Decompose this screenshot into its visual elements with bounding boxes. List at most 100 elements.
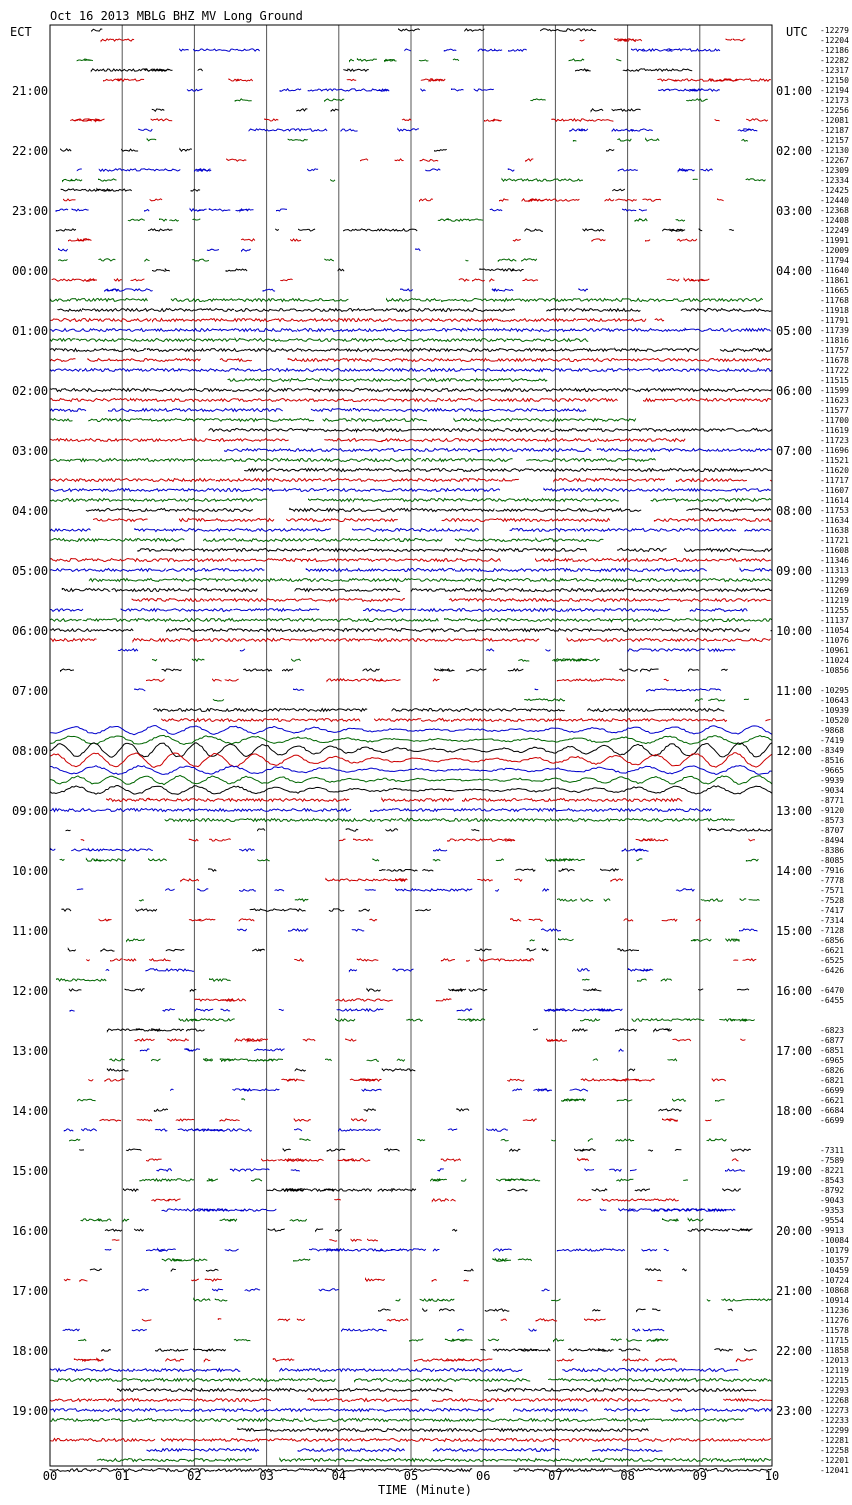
utc-hour-label: 14:00 [776, 864, 812, 878]
utc-hour-label: 06:00 [776, 384, 812, 398]
trace-line [101, 1347, 757, 1352]
trace-offset-label: -12273 [820, 1406, 849, 1415]
trace-offset-label: -6856 [820, 936, 844, 945]
x-tick-02: 02 [187, 1469, 201, 1483]
trace-line [49, 336, 589, 343]
trace-offset-label: -6525 [820, 956, 844, 965]
trace-line [49, 807, 712, 813]
utc-hour-label: 22:00 [776, 1344, 812, 1358]
trace-offset-label: -11715 [820, 1336, 849, 1345]
trace-line [127, 217, 686, 223]
trace-line [63, 1128, 508, 1132]
trace-line [146, 137, 749, 142]
trace-offset-label: -6470 [820, 986, 844, 995]
trace-offset-label: -7417 [820, 906, 844, 915]
trace-offset-label: -8573 [820, 816, 844, 825]
trace-line [378, 1307, 733, 1313]
trace-line [85, 507, 772, 514]
trace-offset-label: -10724 [820, 1276, 849, 1285]
utc-hour-label: 18:00 [776, 1104, 812, 1118]
trace-offset-label: -10939 [820, 706, 849, 715]
trace-line [49, 607, 748, 613]
trace-offset-label: -12282 [820, 56, 849, 65]
trace-offset-label: -6877 [820, 1036, 844, 1045]
trace-offset-label: -11723 [820, 436, 849, 445]
trace-line [161, 1207, 736, 1213]
trace-offset-label: -12201 [820, 1456, 849, 1465]
utc-hour-label: 07:00 [776, 444, 812, 458]
utc-hour-label: 21:00 [776, 1284, 812, 1298]
trace-line [134, 1037, 746, 1043]
trace-line [103, 78, 771, 83]
trace-line [212, 698, 750, 703]
trace-offset-label: -12173 [820, 96, 849, 105]
trace-offset-label: -12130 [820, 146, 849, 155]
right-axis-label: UTC [786, 25, 808, 39]
utc-hour-label: 20:00 [776, 1224, 812, 1238]
trace-line [109, 1058, 678, 1063]
trace-line [49, 437, 686, 443]
trace-offset-label: -6823 [820, 1026, 844, 1035]
trace-line [49, 557, 771, 563]
trace-offset-label: -11346 [820, 556, 849, 565]
x-tick-10: 10 [765, 1469, 779, 1483]
utc-hour-label: 16:00 [776, 984, 812, 998]
trace-line [50, 847, 649, 853]
trace-offset-label: -12368 [820, 206, 849, 215]
trace-line [80, 838, 755, 842]
trace-line [49, 1367, 739, 1373]
trace-offset-label: -10914 [820, 1296, 849, 1305]
trace-offset-label: -12258 [820, 1446, 849, 1455]
trace-line [131, 597, 771, 604]
trace-line [134, 688, 722, 693]
trace-line [63, 1277, 663, 1283]
utc-hour-label: 23:00 [776, 1404, 812, 1418]
trace-offset-label: -12041 [820, 1466, 849, 1475]
utc-hour-label: 17:00 [776, 1044, 812, 1058]
trace-offset-label: -6699 [820, 1086, 844, 1095]
trace-line [49, 764, 773, 776]
trace-offset-label: -12119 [820, 1366, 849, 1375]
trace-offset-label: -10868 [820, 1286, 849, 1295]
trace-offset-label: -6455 [820, 996, 844, 1005]
trace-offset-label: -6851 [820, 1046, 844, 1055]
trace-offset-label: -11991 [820, 236, 849, 245]
trace-offset-label: -11768 [820, 296, 849, 305]
trace-line [73, 1357, 753, 1363]
trace-offset-label: -12157 [820, 136, 849, 145]
vertical-gridlines [121, 25, 701, 1466]
trace-offset-label: -12408 [820, 216, 849, 225]
trace-line [49, 725, 773, 736]
utc-hour-label: 04:00 [776, 264, 812, 278]
trace-offset-label: -12334 [820, 176, 849, 185]
trace-offset-label: -8085 [820, 856, 844, 865]
trace-offset-label: -11739 [820, 326, 849, 335]
trace-line [126, 937, 740, 943]
trace-line [226, 158, 534, 163]
trace-line [49, 387, 773, 393]
trace-line [186, 87, 720, 93]
trace-offset-label: -7571 [820, 886, 844, 895]
trace-offset-label: -6699 [820, 1116, 844, 1125]
ect-hour-label: 02:00 [12, 384, 48, 398]
trace-line [180, 877, 624, 883]
trace-line [90, 68, 693, 73]
trace-line [106, 1028, 673, 1033]
trace-line [139, 1047, 624, 1053]
ect-hour-label: 18:00 [12, 1344, 48, 1358]
trace-offset-label: -10179 [820, 1246, 849, 1255]
ect-hour-label: 05:00 [12, 564, 48, 578]
trace-offset-label: -12186 [820, 46, 849, 55]
ect-hour-label: 11:00 [12, 924, 48, 938]
trace-offset-label: -9353 [820, 1206, 844, 1215]
trace-line [49, 1407, 773, 1413]
trace-line [78, 1338, 669, 1343]
trace-line [49, 497, 772, 504]
trace-line [62, 177, 766, 183]
trace-offset-label: -11791 [820, 316, 849, 325]
trace-line [161, 717, 771, 723]
ect-hour-label: 19:00 [12, 1404, 48, 1418]
trace-offset-label: -12440 [820, 196, 849, 205]
trace-line [194, 997, 452, 1003]
